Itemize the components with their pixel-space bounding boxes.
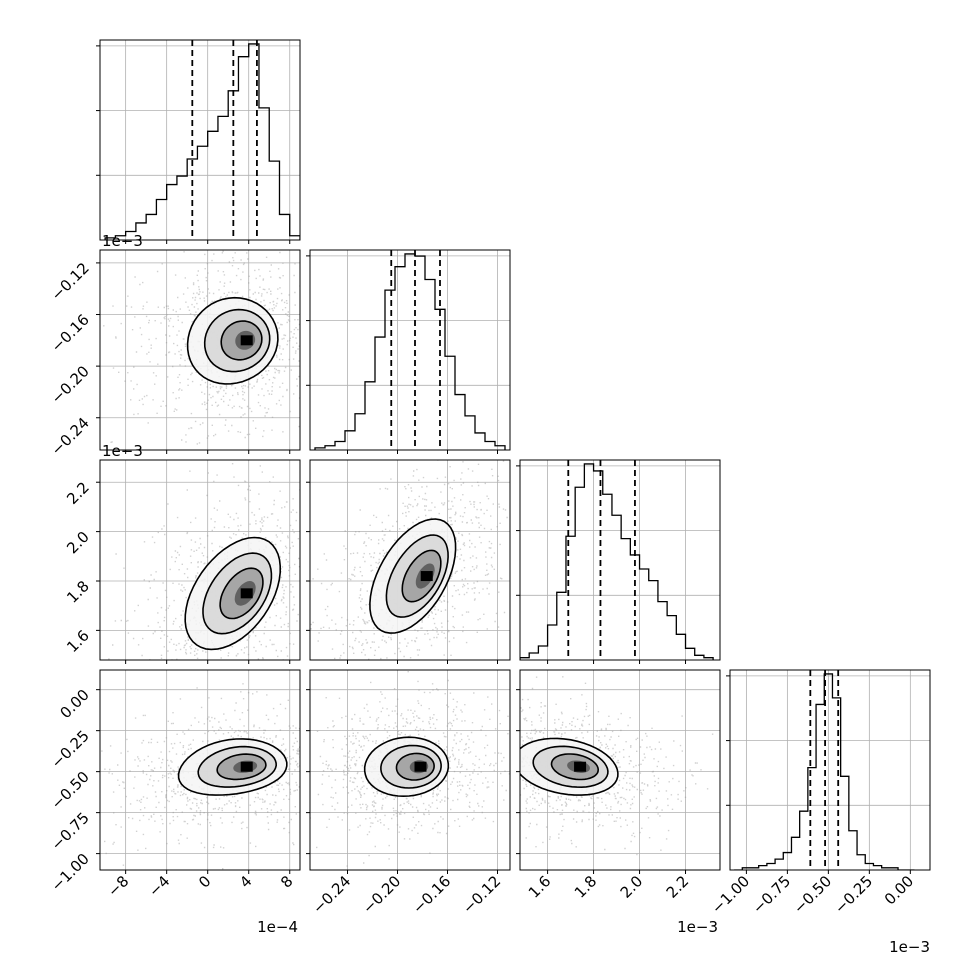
density-peak [240,761,253,772]
contour-line [219,567,264,620]
contour-line [220,320,263,361]
contour-line [369,518,457,634]
y-tick-label: −0.20 [48,362,93,407]
joint-panel-0-2: 2.2 2.0 1.8 1.6 [63,459,301,664]
contour-line [184,536,281,651]
histogram-step-line [104,43,300,240]
histogram-step-line [520,463,714,660]
y-tick-label: −1.00 [48,850,93,895]
panel-frame [519,459,721,661]
joint-panel-0-1: −0.12 −0.16 −0.20 −0.24 [48,249,301,459]
histogram-panel-0 [96,39,301,244]
y-tick-label: −0.24 [48,414,93,459]
contour-line [380,744,442,789]
panel-frame [309,249,511,451]
contour-line [202,552,273,635]
y-tick-label: 2.2 [63,478,93,508]
panel-frame [99,249,301,451]
x-tick-label: −0.75 [749,872,794,917]
axis-offset-label: 1e−3 [677,918,718,936]
x-tick-label: 4 [236,872,255,891]
axis-offset-label: 1e−3 [889,938,930,956]
contour-line [177,738,288,796]
y-tick-label: −0.16 [48,311,93,356]
joint-panel-2-3: 1.6 1.8 2.0 2.2 [516,669,721,902]
panel-frame [729,669,931,871]
contour-line [550,753,600,781]
panel-frame [309,459,511,661]
x-tick-label: −0.12 [459,872,504,917]
panel-frame [99,39,301,241]
y-tick-label: −0.50 [48,768,93,813]
density-peak [414,761,427,772]
y-tick-label: 2.0 [63,528,93,558]
histogram-step-line [314,253,506,450]
contour-line [203,308,271,373]
contour-line [216,753,267,781]
x-tick-label: 1.8 [571,872,601,902]
x-tick-label: −4 [145,872,173,900]
density-peak [240,588,253,599]
x-tick-label: −1.00 [708,872,753,917]
x-tick-label: 2.0 [617,872,647,902]
axis-offset-label: 1e−4 [257,918,298,936]
contour-line [401,549,442,603]
y-tick-label: 1.8 [63,577,93,607]
contour-line [197,745,278,788]
x-tick-label: −8 [104,872,132,900]
x-tick-label: 0 [195,872,214,891]
contour-line [395,752,435,781]
x-tick-label: −0.25 [831,872,876,917]
x-tick-label: 0.00 [881,872,917,908]
y-tick-label: −0.12 [48,259,93,304]
contour-line [186,296,279,385]
contour-line [385,534,449,618]
panel-frame [519,669,721,871]
x-tick-label: 8 [277,872,296,891]
y-tick-label: 0.00 [56,686,92,722]
y-tick-label: −0.25 [48,727,93,772]
x-tick-label: 2.2 [663,872,693,902]
y-tick-label: 1.6 [63,626,93,656]
x-tick-label: −0.50 [790,872,835,917]
contour-line [520,737,619,796]
panel-frame [309,669,511,871]
axis-offset-label: 1e−3 [102,232,143,250]
histogram-panel-1 [306,249,511,454]
joint-panel-1-3: −0.24 −0.20 −0.16 −0.12 [306,669,511,917]
joint-panel-1-2 [306,459,511,664]
histogram-panel-3: −1.00−0.75−0.50−0.25 0.00 [708,669,931,917]
density-peak [574,761,587,772]
y-tick-label: −0.75 [48,809,93,854]
density-peak [240,335,253,346]
x-tick-label: −0.20 [359,872,404,917]
x-tick-label: 1.6 [525,872,555,902]
panel-frame [99,669,301,871]
x-tick-label: −0.24 [309,872,354,917]
panel-frame [99,459,301,661]
density-peak [420,571,433,582]
x-tick-label: −0.16 [409,872,454,917]
histogram-panel-2 [516,459,721,664]
contour-line [363,736,450,798]
contour-line [532,745,609,789]
axis-offset-label: 1e−3 [102,442,143,460]
